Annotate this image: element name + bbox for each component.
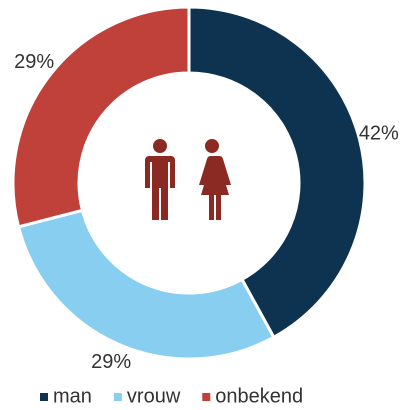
legend-swatch xyxy=(113,393,122,401)
donut-slice xyxy=(16,208,276,361)
value-label: 29% xyxy=(91,351,131,373)
legend-label: onbekend xyxy=(215,385,303,407)
legend-label: man xyxy=(53,385,92,407)
legend-swatch xyxy=(202,393,211,401)
donut-slice xyxy=(187,5,367,340)
legend-swatch xyxy=(40,393,48,401)
donut-slice xyxy=(11,5,191,229)
value-label: 42% xyxy=(359,123,399,145)
value-label: 29% xyxy=(14,51,54,73)
people-icon xyxy=(145,139,231,220)
legend-label: vrouw xyxy=(127,385,181,407)
